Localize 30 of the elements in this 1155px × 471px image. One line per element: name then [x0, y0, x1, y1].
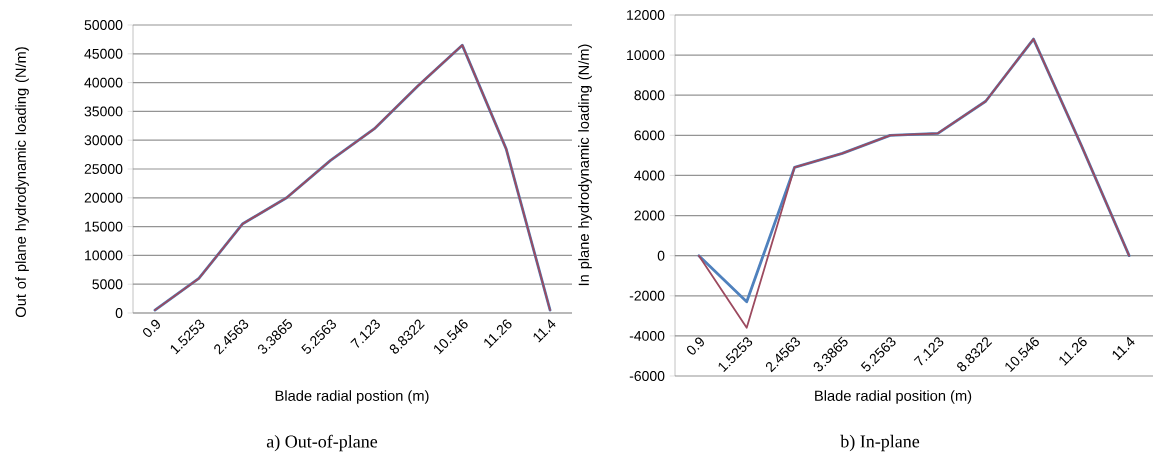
y-tick-label: 25000	[84, 164, 123, 174]
y-tick-label: 35000	[84, 106, 123, 117]
y-tick-label: 40000	[84, 77, 123, 88]
text: b) In-plane	[840, 434, 920, 452]
y-tick-label: 12000	[627, 10, 665, 20]
x-axis-title: Blade radial position (m)	[815, 390, 972, 404]
x-tick-label: 0.9	[686, 337, 704, 355]
y-tick-label: 50000	[84, 20, 123, 30]
y-tick-label: 45000	[84, 48, 123, 59]
y-tick-label: 20000	[84, 192, 123, 203]
y-tick-label: 2000	[634, 210, 665, 221]
y-tick-label: -6000	[629, 371, 665, 381]
y-tick-label: 0	[115, 308, 123, 318]
y-tick-label: 10000	[85, 250, 123, 261]
y-tick-label: 30000	[84, 135, 123, 146]
x-tick-label: 11.4	[1112, 336, 1135, 361]
y-tick-label: 8000	[634, 90, 665, 101]
y-tick-label: 15000	[85, 221, 123, 232]
y-tick-label: 5000	[92, 279, 123, 290]
y-axis-title: Out of plane hydrodynamic loading (N/m)	[15, 47, 29, 318]
y-tick-label: 0	[657, 250, 665, 261]
y-tick-label: 6000	[634, 130, 665, 141]
text: a) Out-of-plane	[266, 434, 378, 452]
y-tick-label: -4000	[629, 330, 665, 341]
y-tick-label: 4000	[634, 170, 665, 181]
x-tick-label: 0.9	[142, 319, 160, 337]
x-axis-title: Blade radial postion (m)	[275, 390, 429, 404]
y-axis-title: In plane hydrodynamic loading (N/m)	[578, 44, 592, 286]
y-tick-label: 10000	[627, 50, 665, 61]
y-tick-label: -2000	[629, 290, 665, 301]
